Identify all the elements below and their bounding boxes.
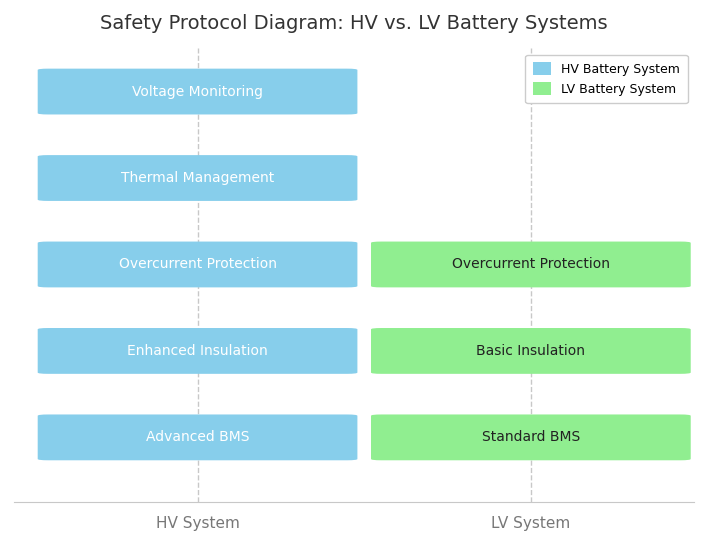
Text: Standard BMS: Standard BMS (481, 431, 580, 444)
FancyBboxPatch shape (371, 241, 691, 287)
Text: Thermal Management: Thermal Management (121, 171, 274, 185)
Text: Advanced BMS: Advanced BMS (146, 431, 249, 444)
Text: Overcurrent Protection: Overcurrent Protection (452, 257, 610, 271)
FancyBboxPatch shape (371, 328, 691, 374)
Text: Basic Insulation: Basic Insulation (476, 344, 586, 358)
FancyBboxPatch shape (38, 414, 358, 461)
FancyBboxPatch shape (38, 241, 358, 287)
FancyBboxPatch shape (38, 328, 358, 374)
Text: Voltage Monitoring: Voltage Monitoring (132, 84, 263, 99)
Title: Safety Protocol Diagram: HV vs. LV Battery Systems: Safety Protocol Diagram: HV vs. LV Batte… (101, 14, 607, 33)
Text: Overcurrent Protection: Overcurrent Protection (118, 257, 277, 271)
Legend: HV Battery System, LV Battery System: HV Battery System, LV Battery System (525, 54, 688, 103)
FancyBboxPatch shape (371, 414, 691, 461)
FancyBboxPatch shape (38, 155, 358, 201)
Text: Enhanced Insulation: Enhanced Insulation (127, 344, 268, 358)
FancyBboxPatch shape (38, 69, 358, 114)
